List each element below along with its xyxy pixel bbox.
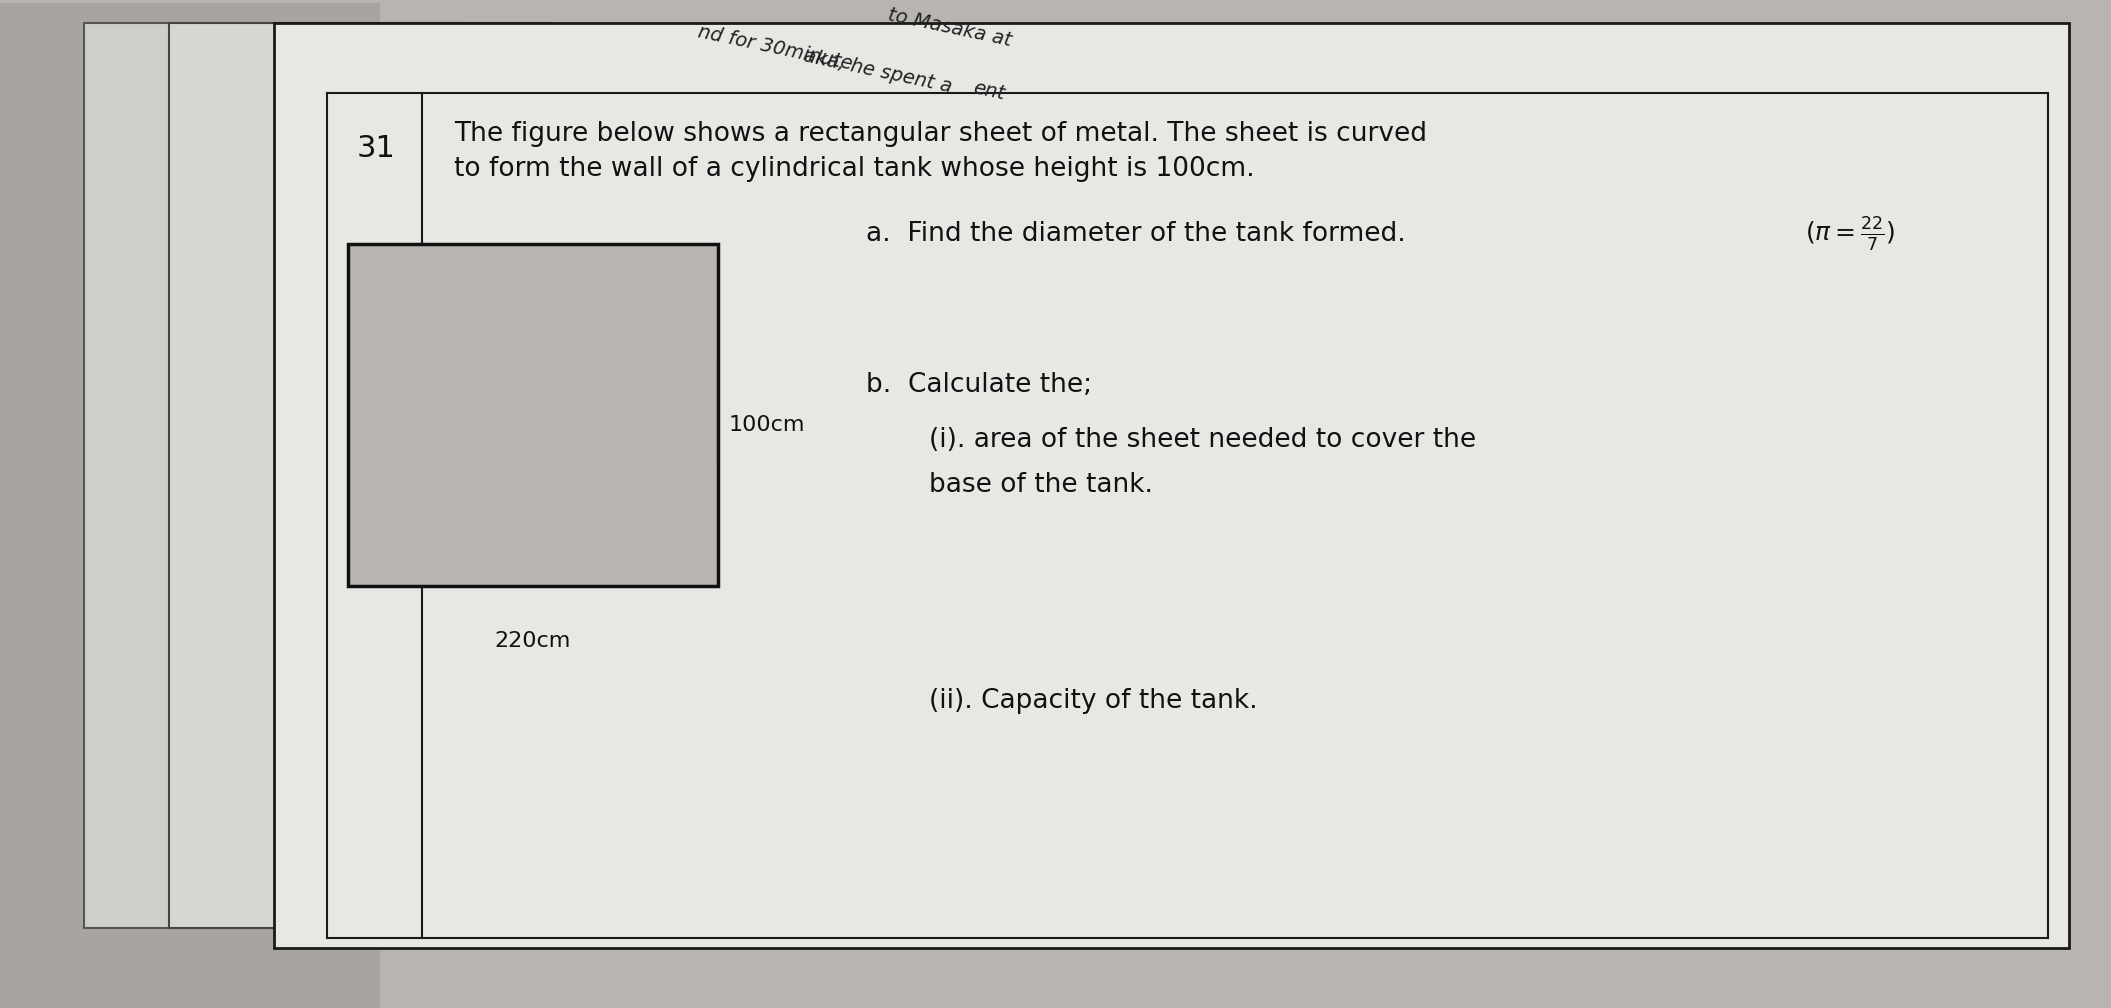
Text: 100cm: 100cm: [728, 415, 804, 435]
Polygon shape: [274, 23, 2069, 948]
Text: 220cm: 220cm: [494, 631, 572, 651]
Text: to Masaka at: to Masaka at: [887, 6, 1013, 50]
Text: $(\pi = \frac{22}{7})$: $(\pi = \frac{22}{7})$: [1805, 216, 1896, 253]
Polygon shape: [169, 23, 549, 927]
Bar: [348, 244, 718, 586]
Polygon shape: [84, 23, 464, 927]
Polygon shape: [0, 3, 380, 1008]
Text: The figure below shows a rectangular sheet of metal. The sheet is curved: The figure below shows a rectangular she…: [454, 121, 1427, 146]
Text: (ii). Capacity of the tank.: (ii). Capacity of the tank.: [929, 688, 1258, 715]
Text: ent: ent: [971, 79, 1007, 104]
Text: b.  Calculate the;: b. Calculate the;: [866, 372, 1091, 398]
Text: aka, he spent a: aka, he spent a: [802, 46, 954, 97]
Text: (i). area of the sheet needed to cover the: (i). area of the sheet needed to cover t…: [929, 427, 1476, 454]
Text: to form the wall of a cylindrical tank whose height is 100cm.: to form the wall of a cylindrical tank w…: [454, 156, 1254, 181]
Text: a.  Find the diameter of the tank formed.: a. Find the diameter of the tank formed.: [866, 221, 1406, 247]
Text: 31: 31: [357, 134, 395, 163]
Text: base of the tank.: base of the tank.: [929, 473, 1153, 498]
Text: nd for 30minute: nd for 30minute: [697, 22, 855, 74]
